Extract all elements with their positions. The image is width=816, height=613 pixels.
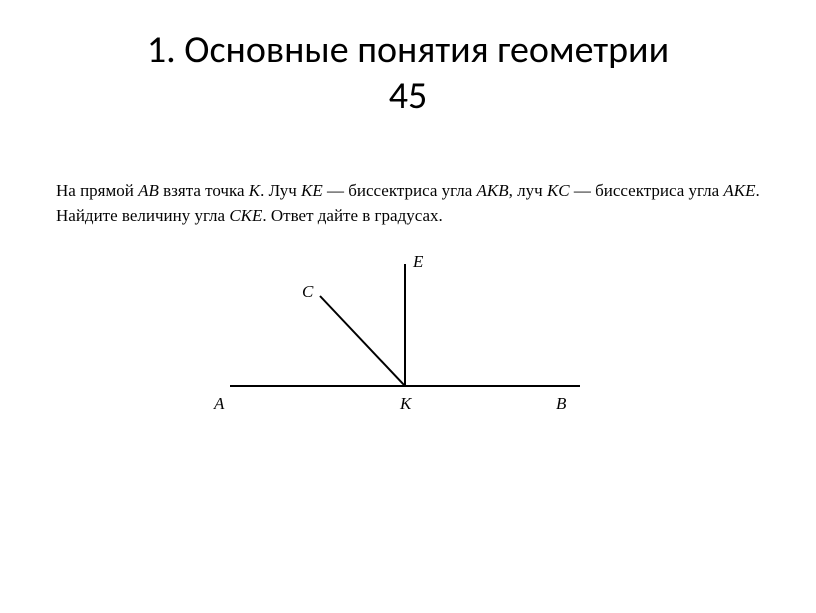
text-run: . Ответ дайте в градусах. [262,206,442,225]
label-B: B [556,394,566,414]
label-A: A [214,394,224,414]
var-CKE: CKE [229,206,262,225]
text-run: — биссектриса угла [570,181,724,200]
var-AKE: AKE [723,181,755,200]
var-AKB: AKB [477,181,509,200]
text-run: На прямой [56,181,138,200]
label-C: C [302,282,313,302]
var-KE: KE [301,181,323,200]
title-line-2: 45 [0,74,816,120]
label-K: K [400,394,411,414]
title-line-1: 1. Основные понятия геометрии [0,28,816,74]
label-E: E [413,252,423,272]
text-run: взята точка [159,181,249,200]
var-KC: KC [547,181,570,200]
var-K: K [249,181,260,200]
diagram-container: A K B E C [0,246,816,466]
var-AB: AB [138,181,159,200]
text-run: , луч [509,181,547,200]
text-run: — биссектриса угла [323,181,477,200]
text-run: . Луч [260,181,301,200]
problem-text: На прямой AB взята точка K. Луч KE — бис… [0,119,816,228]
ray-KC [320,296,405,386]
title-block: 1. Основные понятия геометрии 45 [0,0,816,119]
